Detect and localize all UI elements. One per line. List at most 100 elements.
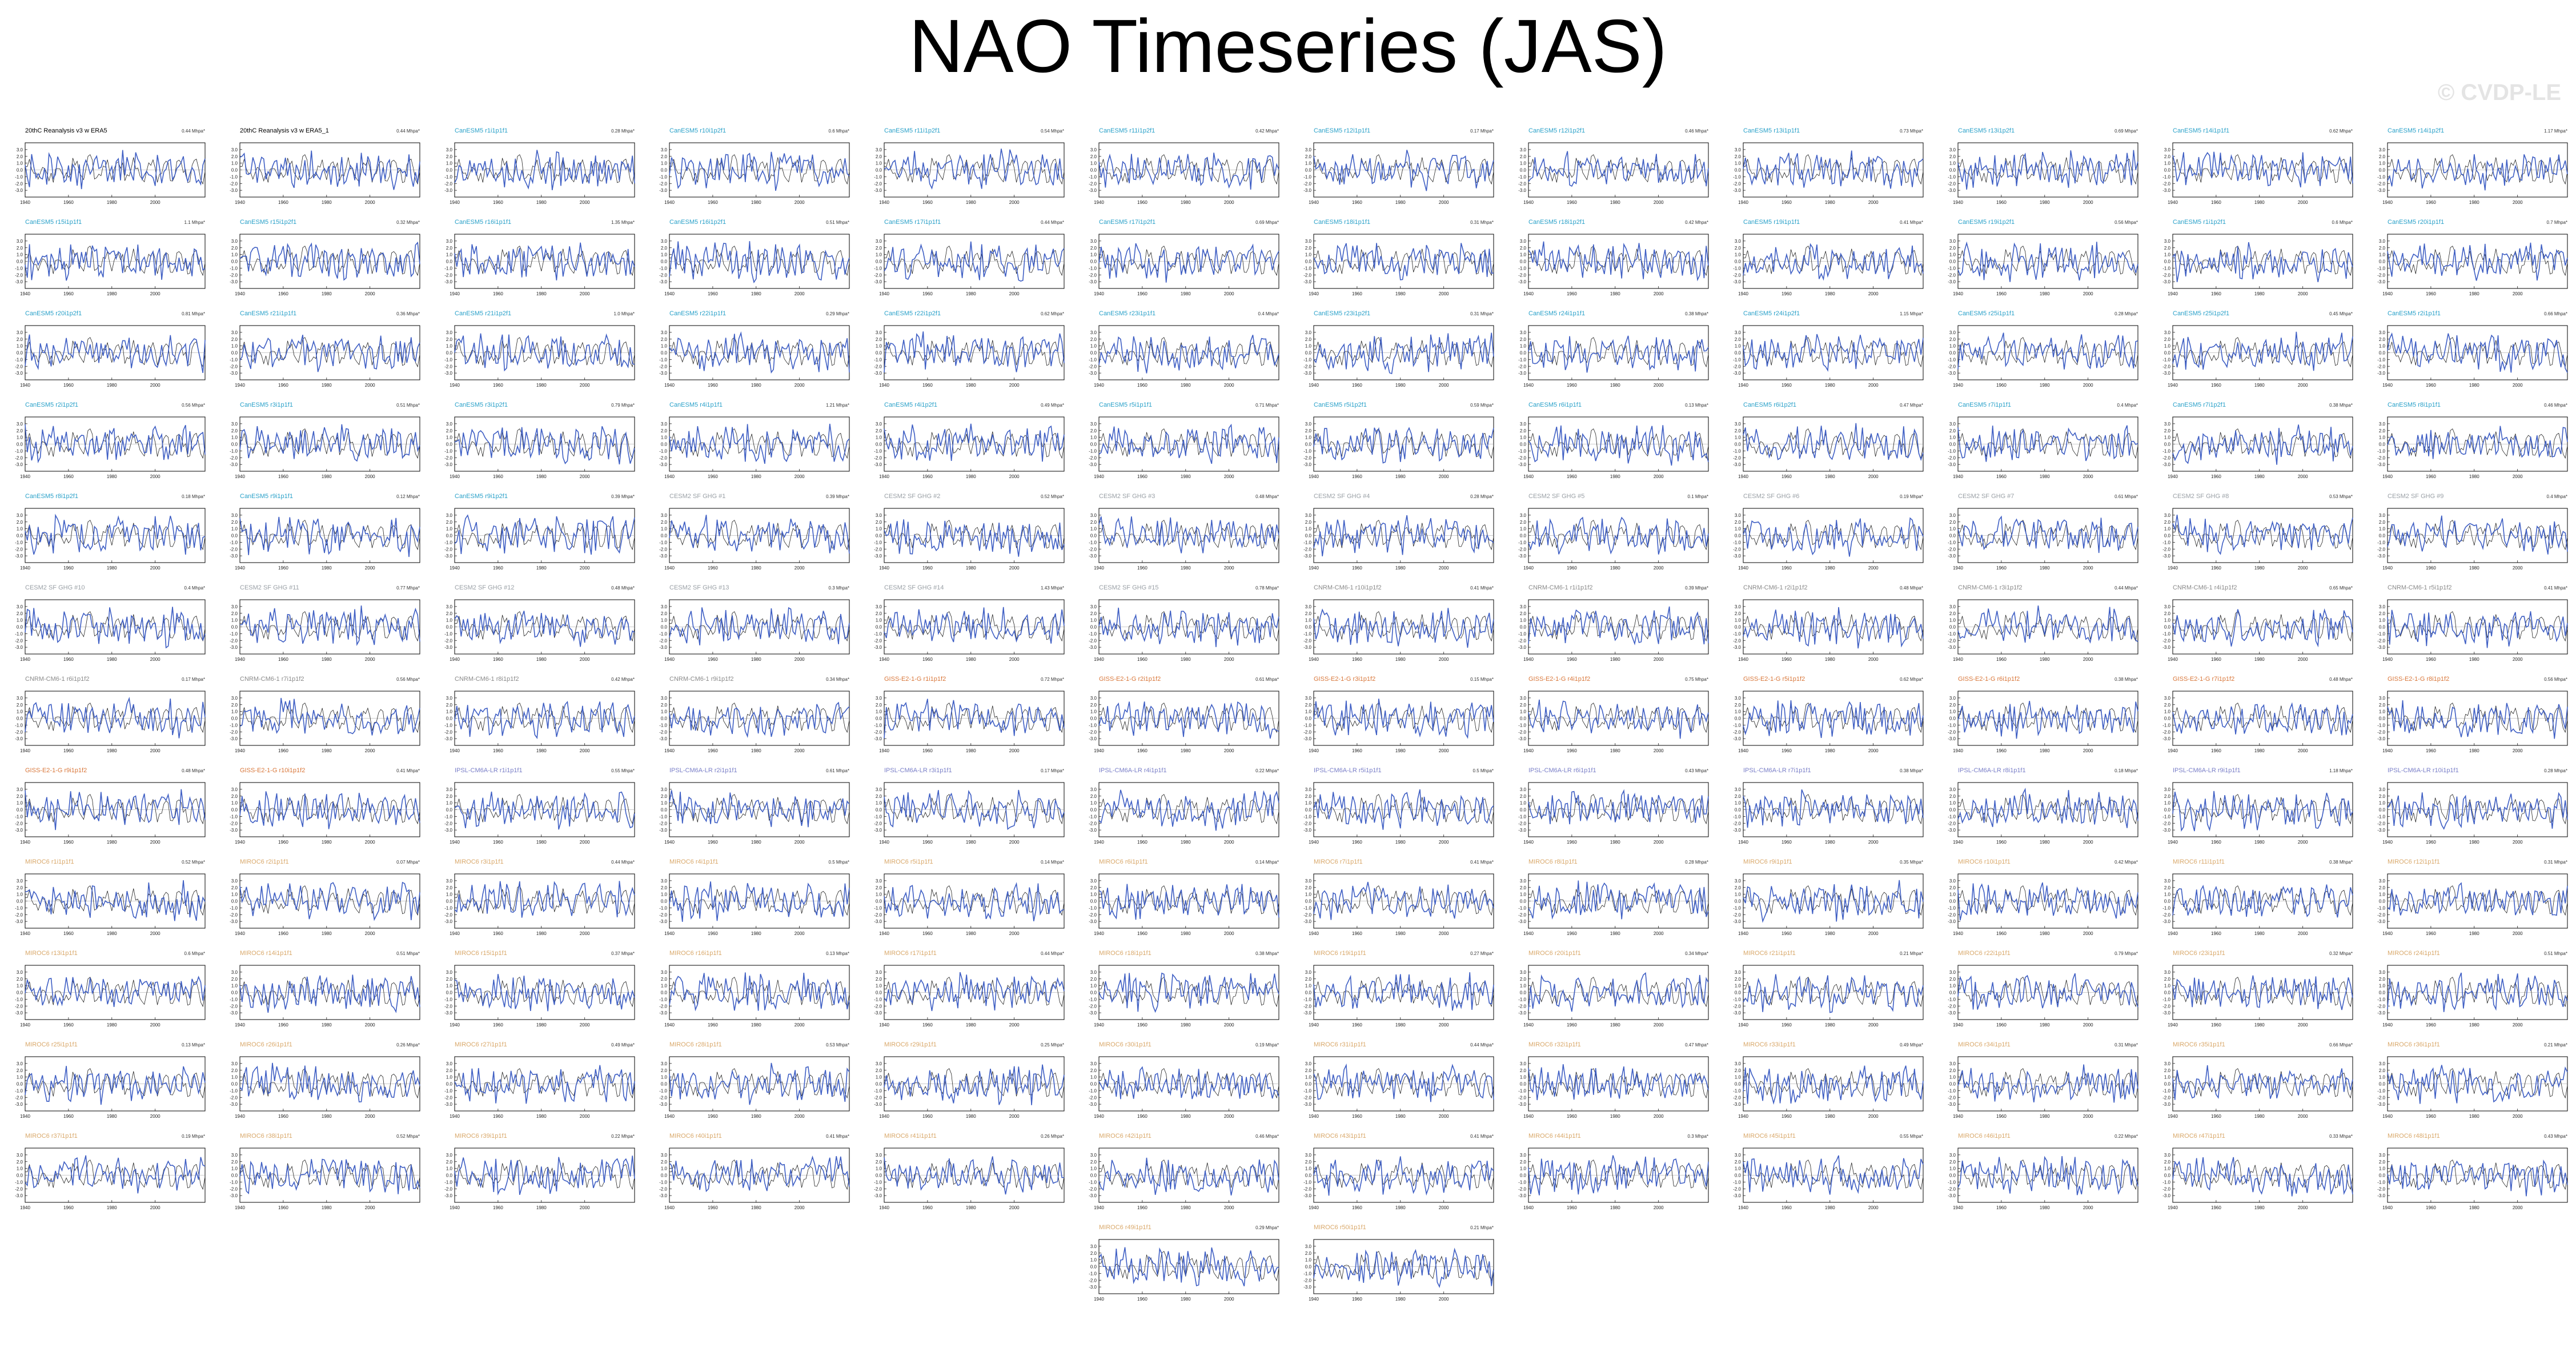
nao-panel: CESM2 SF GHG #10 0.4 Mhpa*3.02.01.00.0-1.… (15, 584, 206, 662)
y-tick-label: 0.0 (1305, 533, 1312, 539)
panel-title: MIROC6 r12i1p1f1 (2388, 858, 2440, 865)
y-tick-label: -1.0 (1733, 357, 1741, 362)
obs-series-line (25, 977, 206, 1008)
x-tick-label: 1960 (2426, 1022, 2436, 1028)
x-tick-label: 1940 (2382, 1205, 2393, 1210)
panel-title: MIROC6 r24i1p1f1 (2388, 950, 2440, 957)
y-tick-label: 1.0 (231, 252, 238, 258)
x-tick-label: 1980 (966, 383, 976, 388)
y-tick-label: 2.0 (1520, 246, 1527, 251)
x-tick-label: 2000 (580, 565, 590, 571)
y-tick-label: -2.0 (1948, 547, 1956, 552)
y-tick-label: 2.0 (876, 520, 882, 525)
panel-stat: 0.69 Mhpa* (2114, 129, 2138, 134)
nao-panel: CNRM-CM6-1 r8i1p1f2 0.42 Mhpa*3.02.01.00.… (444, 676, 635, 753)
x-tick-label: 1960 (63, 1022, 74, 1028)
y-tick-label: 1.0 (1735, 892, 1742, 897)
panel-stat: 0.44 Mhpa* (1041, 220, 1064, 225)
panel-title: MIROC6 r1i1p1f1 (25, 858, 74, 865)
y-tick-label: -3.0 (1518, 553, 1526, 559)
y-tick-label: 2.0 (2164, 154, 2171, 159)
y-tick-label: 0.0 (2379, 899, 2386, 904)
x-tick-label: 1960 (1137, 1297, 1147, 1302)
y-tick-label: 0.0 (1949, 1082, 1956, 1087)
x-tick-label: 1940 (1523, 1205, 1534, 1210)
x-tick-label: 2000 (2298, 931, 2308, 936)
x-tick-label: 2000 (1224, 657, 1234, 662)
x-tick-label: 1960 (63, 200, 74, 205)
y-tick-label: 2.0 (876, 337, 882, 342)
y-tick-label: 1.0 (446, 892, 453, 897)
x-tick-label: 1980 (1610, 1205, 1620, 1210)
y-tick-label: 0.0 (2379, 351, 2386, 356)
y-tick-label: 2.0 (231, 520, 238, 525)
y-tick-label: -1.0 (15, 631, 23, 636)
y-tick-label: 2.0 (1520, 520, 1527, 525)
model-series-line (1743, 243, 1924, 281)
obs-series-line (669, 337, 850, 368)
model-series-line (25, 789, 206, 831)
y-tick-label: 0.0 (1520, 808, 1527, 813)
x-tick-label: 1940 (1738, 1205, 1748, 1210)
y-tick-label: -2.0 (1948, 1004, 1956, 1009)
y-tick-label: 3.0 (1305, 1061, 1312, 1066)
y-tick-label: 3.0 (2379, 696, 2386, 701)
y-tick-label: 3.0 (1735, 787, 1742, 792)
panel-stat: 0.21 Mhpa* (1900, 951, 1923, 956)
x-tick-label: 1980 (1181, 474, 1191, 479)
y-tick-label: 3.0 (1305, 147, 1312, 153)
y-tick-label: 1.0 (1520, 1166, 1527, 1172)
x-tick-label: 1960 (1781, 748, 1792, 753)
x-tick-label: 2000 (365, 748, 375, 753)
x-tick-label: 1940 (2382, 565, 2393, 571)
y-tick-label: 0.0 (1949, 899, 1956, 904)
model-series-line (1528, 1155, 1709, 1195)
panel-title: MIROC6 r18i1p1f1 (1099, 950, 1151, 957)
nao-panel: IPSL-CM6A-LR r1i1p1f1 0.55 Mhpa*3.02.01.0… (444, 767, 635, 845)
x-tick-label: 2000 (1868, 565, 1879, 571)
panel-stat: 0.6 Mhpa* (184, 951, 205, 956)
y-tick-label: 2.0 (2379, 703, 2386, 708)
x-tick-label: 2000 (1868, 383, 1879, 388)
y-tick-label: 1.0 (661, 1075, 668, 1080)
x-tick-label: 1980 (1395, 474, 1406, 479)
obs-series-line (1743, 337, 1924, 368)
obs-series-line (1313, 703, 1494, 733)
model-series-line (239, 881, 420, 921)
y-tick-label: -3.0 (2377, 1010, 2385, 1016)
panel-title: CESM2 SF GHG #8 (2173, 493, 2229, 500)
nao-panel: IPSL-CM6A-LR r7i1p1f1 0.38 Mhpa*3.02.01.0… (1733, 767, 1924, 845)
x-tick-label: 1960 (493, 383, 503, 388)
y-tick-label: 0.0 (2164, 168, 2171, 173)
x-tick-label: 1960 (493, 931, 503, 936)
x-tick-label: 1960 (1996, 1114, 2007, 1119)
x-tick-label: 1980 (322, 200, 332, 205)
x-tick-label: 1980 (1825, 1022, 1835, 1028)
y-tick-label: 2.0 (446, 428, 453, 434)
x-tick-label: 1940 (2382, 840, 2393, 845)
x-tick-label: 1960 (922, 748, 933, 753)
y-tick-label: 3.0 (1305, 1244, 1312, 1249)
x-tick-label: 1960 (922, 1205, 933, 1210)
y-tick-label: 1.0 (446, 161, 453, 166)
y-tick-label: -1.0 (2377, 723, 2385, 728)
y-tick-label: 3.0 (2164, 1061, 2171, 1066)
y-tick-label: 0.0 (1949, 625, 1956, 630)
panel-title: CanESM5 r24i1p1f1 (1528, 310, 1585, 317)
y-tick-label: 3.0 (1735, 696, 1742, 701)
x-tick-label: 1960 (1567, 565, 1577, 571)
y-tick-label: -3.0 (15, 371, 23, 376)
x-tick-label: 1980 (2254, 748, 2265, 753)
y-tick-label: 3.0 (446, 147, 453, 153)
y-tick-label: 1.0 (1520, 709, 1527, 715)
y-tick-label: 2.0 (1305, 1251, 1312, 1256)
model-series-line (669, 1155, 850, 1193)
y-tick-label: 3.0 (446, 696, 453, 701)
x-tick-label: 1980 (2469, 1022, 2479, 1028)
y-tick-label: 0.0 (876, 442, 882, 447)
x-tick-label: 1940 (879, 931, 889, 936)
x-tick-label: 1940 (20, 931, 30, 936)
y-tick-label: -2.0 (874, 1095, 882, 1100)
y-tick-label: 1.0 (876, 344, 882, 349)
model-series-line (239, 1158, 420, 1194)
